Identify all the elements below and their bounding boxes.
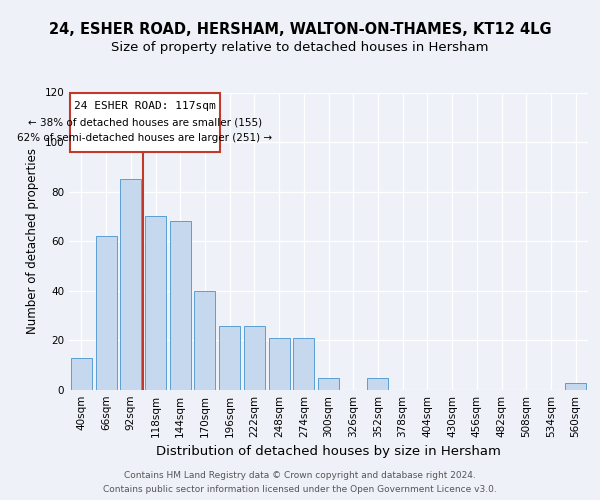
Text: 24 ESHER ROAD: 117sqm: 24 ESHER ROAD: 117sqm: [74, 101, 216, 111]
Bar: [367, 378, 388, 390]
Bar: [71, 358, 92, 390]
Bar: [194, 291, 215, 390]
Bar: [120, 180, 141, 390]
Bar: [170, 222, 191, 390]
Text: 24, ESHER ROAD, HERSHAM, WALTON-ON-THAMES, KT12 4LG: 24, ESHER ROAD, HERSHAM, WALTON-ON-THAME…: [49, 22, 551, 38]
Bar: [244, 326, 265, 390]
Bar: [318, 378, 339, 390]
Text: 62% of semi-detached houses are larger (251) →: 62% of semi-detached houses are larger (…: [17, 134, 272, 143]
Bar: [293, 338, 314, 390]
Y-axis label: Number of detached properties: Number of detached properties: [26, 148, 39, 334]
Text: ← 38% of detached houses are smaller (155): ← 38% of detached houses are smaller (15…: [28, 117, 262, 127]
X-axis label: Distribution of detached houses by size in Hersham: Distribution of detached houses by size …: [156, 446, 501, 458]
Bar: [70, 92, 220, 152]
Text: Size of property relative to detached houses in Hersham: Size of property relative to detached ho…: [111, 41, 489, 54]
Bar: [145, 216, 166, 390]
Text: Contains HM Land Registry data © Crown copyright and database right 2024.: Contains HM Land Registry data © Crown c…: [124, 472, 476, 480]
Text: Contains public sector information licensed under the Open Government Licence v3: Contains public sector information licen…: [103, 484, 497, 494]
Bar: [95, 236, 116, 390]
Bar: [565, 382, 586, 390]
Bar: [219, 326, 240, 390]
Bar: [269, 338, 290, 390]
